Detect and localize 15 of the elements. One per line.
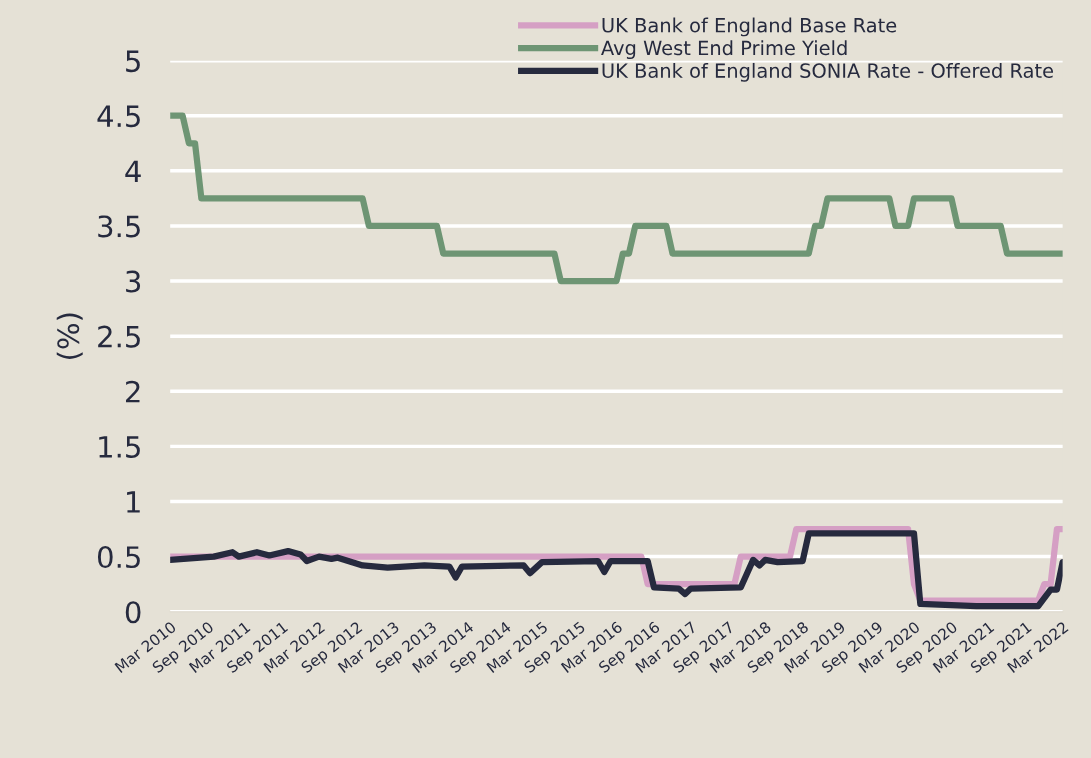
y-tick-label: 1.5: [99, 436, 140, 458]
legend-label: Avg West End Prime Yield: [601, 40, 847, 60]
y-tick-label: 2: [126, 380, 140, 403]
y-tick-label: 0.5: [97, 546, 140, 569]
y-tick-label: 0: [125, 601, 141, 624]
y-tick-label: 5: [126, 50, 140, 73]
y-tick-label: 4.5: [97, 105, 140, 128]
y-tick-label: 1: [127, 491, 140, 513]
legend-label: UK Bank of England Base Rate: [602, 17, 897, 37]
y-axis-title: (%): [56, 313, 83, 359]
y-tick-label: 3: [126, 270, 141, 293]
y-tick-label: 3.5: [98, 215, 140, 238]
y-tick-label: 2.5: [98, 325, 140, 348]
legend-label: UK Bank of England SONIA Rate - Offered Rate: [602, 62, 1054, 82]
y-tick-label: 4: [125, 160, 141, 182]
